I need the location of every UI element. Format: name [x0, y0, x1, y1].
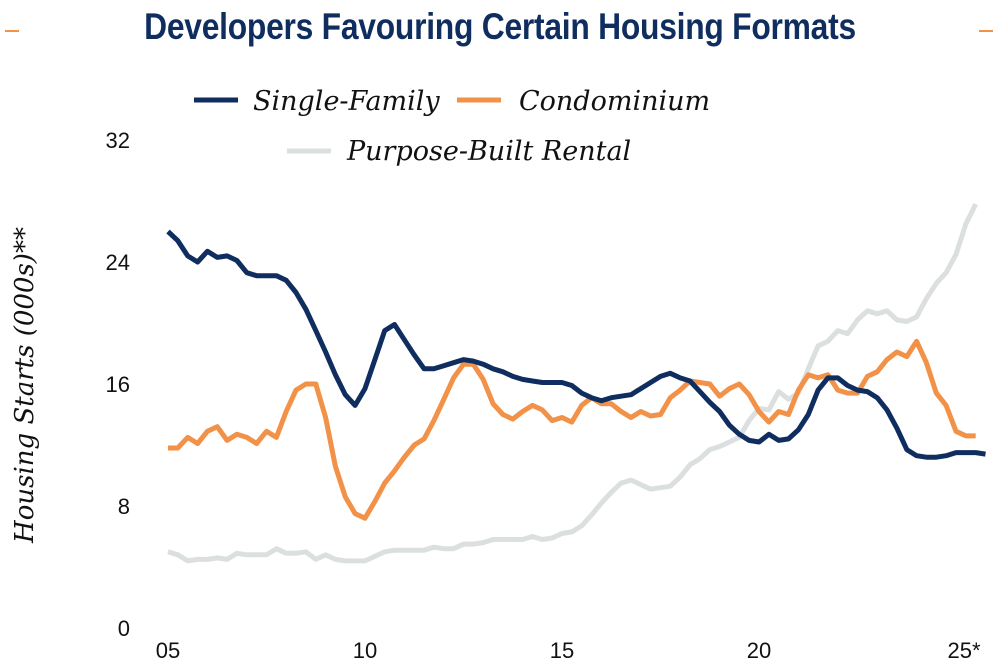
legend-item-condominium: Condominium	[457, 86, 710, 117]
title-row: Developers Favouring Certain Housing For…	[0, 0, 1000, 66]
legend-label-single-family: Single-Family	[253, 86, 440, 117]
x-tick-label: 10	[353, 638, 377, 663]
series-line-purpose-built-rental	[167, 202, 978, 564]
legend-item-single-family: Single-Family	[194, 86, 440, 117]
chart-title: Developers Favouring Certain Housing For…	[144, 6, 856, 47]
series-line-single-family	[166, 229, 986, 460]
y-axis-ticks: 0 8 16 24 32	[106, 128, 130, 641]
y-axis-label: Housing Starts (000s)**	[10, 227, 40, 544]
series-lines	[166, 202, 986, 564]
legend-item-purpose-built-rental: Purpose-Built Rental	[287, 136, 631, 167]
y-tick-label: 8	[118, 494, 130, 519]
title-dash-left	[5, 30, 19, 32]
legend-label-condominium: Condominium	[519, 86, 710, 117]
y-tick-label: 24	[106, 250, 130, 275]
x-axis-ticks: 05 10 15 20 25*	[156, 638, 981, 663]
title-dash-right	[979, 30, 993, 32]
legend: Single-Family Condominium Purpose-Built …	[194, 86, 710, 167]
x-tick-label: 20	[747, 638, 771, 663]
y-tick-label: 0	[118, 616, 130, 641]
y-tick-label: 16	[106, 372, 130, 397]
legend-label-purpose-built-rental: Purpose-Built Rental	[346, 136, 631, 167]
y-tick-label: 32	[106, 128, 130, 153]
series-line-condominium	[168, 338, 976, 521]
x-tick-label: 15	[550, 638, 574, 663]
x-tick-label: 05	[156, 638, 180, 663]
x-tick-label: 25*	[947, 638, 980, 663]
